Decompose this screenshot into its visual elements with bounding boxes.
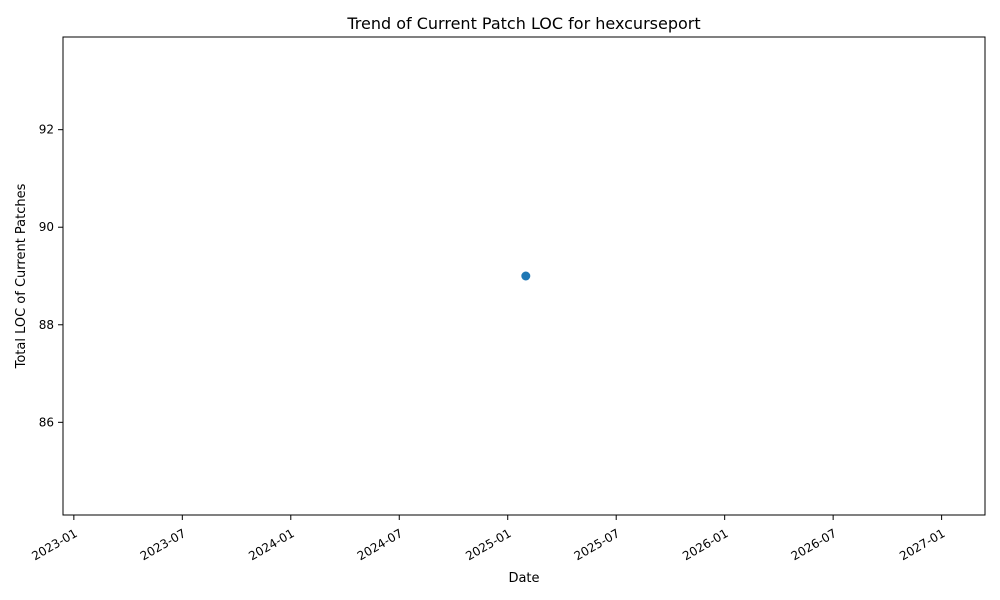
y-axis: 86 88 90 92 [39, 123, 63, 429]
y-tick-label: 88 [39, 318, 54, 332]
x-axis-label: Date [508, 571, 539, 586]
y-tick-label: 86 [39, 415, 54, 429]
x-tick-label: 2023-07 [138, 526, 188, 563]
x-axis: 2023-01 2023-07 2024-01 2024-07 2025-01 2025-… [29, 515, 948, 563]
x-tick-label: 2025-01 [463, 526, 513, 563]
chart-title: Trend of Current Patch LOC for hexcursep… [346, 14, 700, 33]
x-tick-label: 2026-07 [789, 526, 839, 563]
x-tick-label: 2026-01 [680, 526, 730, 563]
plot-area [62, 36, 986, 516]
x-tick-label: 2024-01 [246, 526, 296, 563]
x-tick-label: 2023-01 [29, 526, 79, 563]
x-tick-label: 2024-07 [355, 526, 405, 563]
y-tick-label: 90 [39, 220, 54, 234]
y-tick-label: 92 [39, 123, 54, 137]
data-points [521, 271, 531, 281]
x-tick-label: 2027-01 [897, 526, 947, 563]
data-point [521, 271, 531, 281]
y-axis-label: Total LOC of Current Patches [14, 183, 29, 369]
x-tick-label: 2025-07 [572, 526, 622, 563]
